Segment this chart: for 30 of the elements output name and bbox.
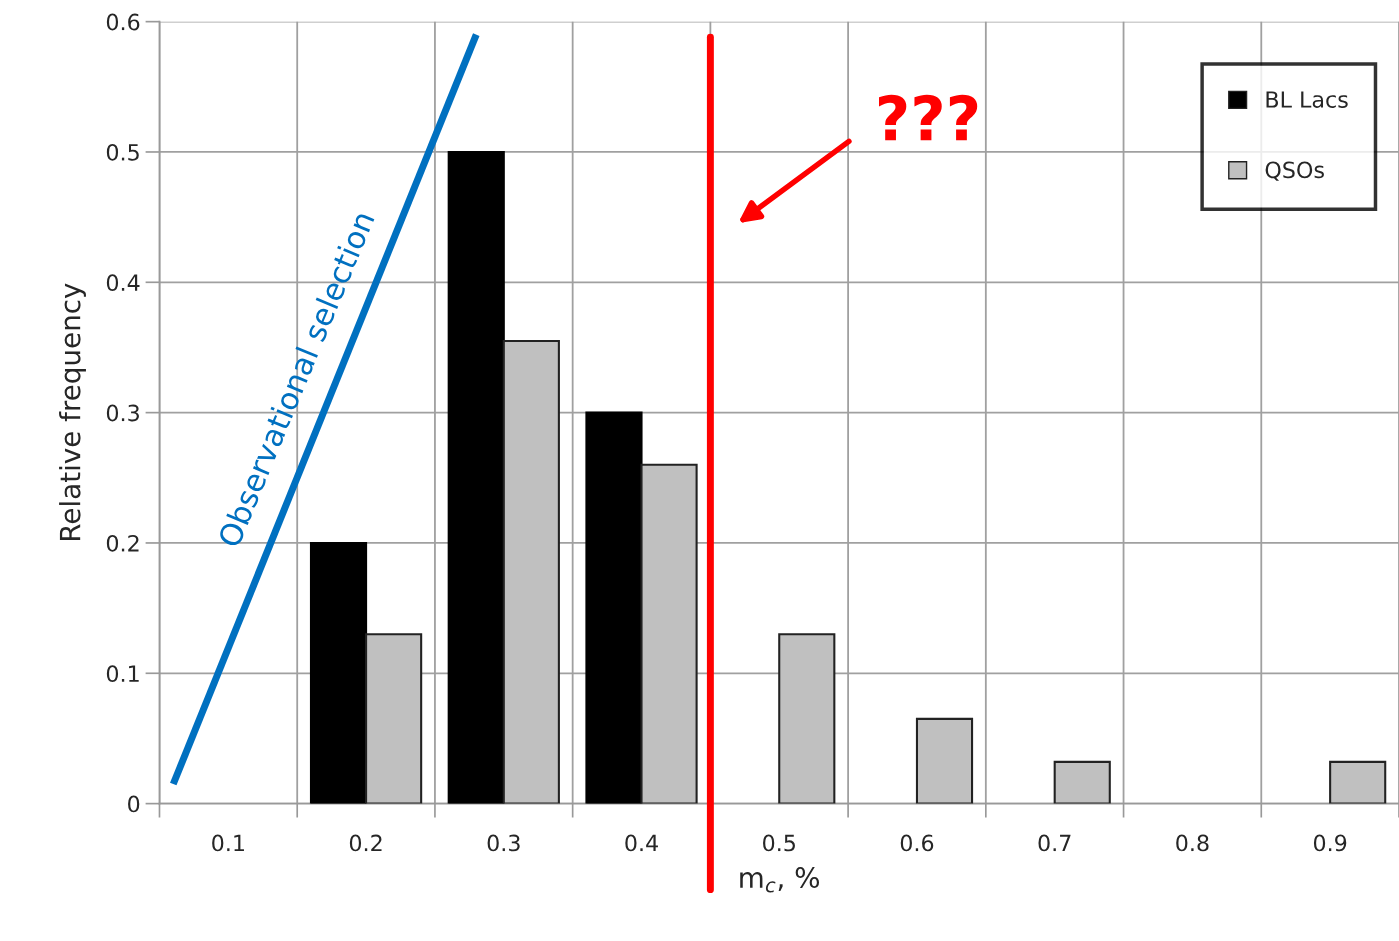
bar (447, 150, 505, 804)
x-axis-title: m$_{c}$, % (740, 867, 820, 893)
legend-label: QSOs (1265, 161, 1324, 181)
bar (640, 463, 698, 804)
y-tick-label: 0.5 (106, 143, 139, 161)
bar (778, 633, 836, 804)
y-tick-label: 0 (128, 795, 140, 813)
x-tick-label: 0.4 (625, 834, 658, 852)
bar (1329, 760, 1387, 804)
x-tick-label: 0.2 (349, 834, 382, 852)
bar (365, 633, 423, 804)
bar (585, 411, 643, 804)
y-tick-label: 0.4 (106, 274, 140, 292)
x-tick-label: 0.1 (212, 834, 244, 852)
y-tick-label: 0.2 (106, 534, 139, 552)
y-tick-label: 0.1 (106, 665, 139, 683)
x-tick-label: 0.3 (487, 834, 520, 852)
x-tick-label: 0.5 (763, 834, 795, 852)
x-tick-label: 0.8 (1176, 834, 1209, 852)
x-tick-label: 0.7 (1038, 834, 1071, 852)
bar (1053, 760, 1111, 804)
x-tick-label: 0.9 (1313, 834, 1347, 852)
annotation: ??? (879, 94, 978, 141)
y-tick-label: 0.6 (106, 13, 140, 31)
legend-label: BL Lacs (1266, 91, 1348, 108)
y-axis-title: Relative frequency (59, 283, 86, 540)
y-tick-label: 0.3 (106, 404, 139, 422)
bar (502, 339, 560, 804)
bar (915, 717, 974, 804)
x-tick-label: 0.6 (900, 834, 934, 852)
